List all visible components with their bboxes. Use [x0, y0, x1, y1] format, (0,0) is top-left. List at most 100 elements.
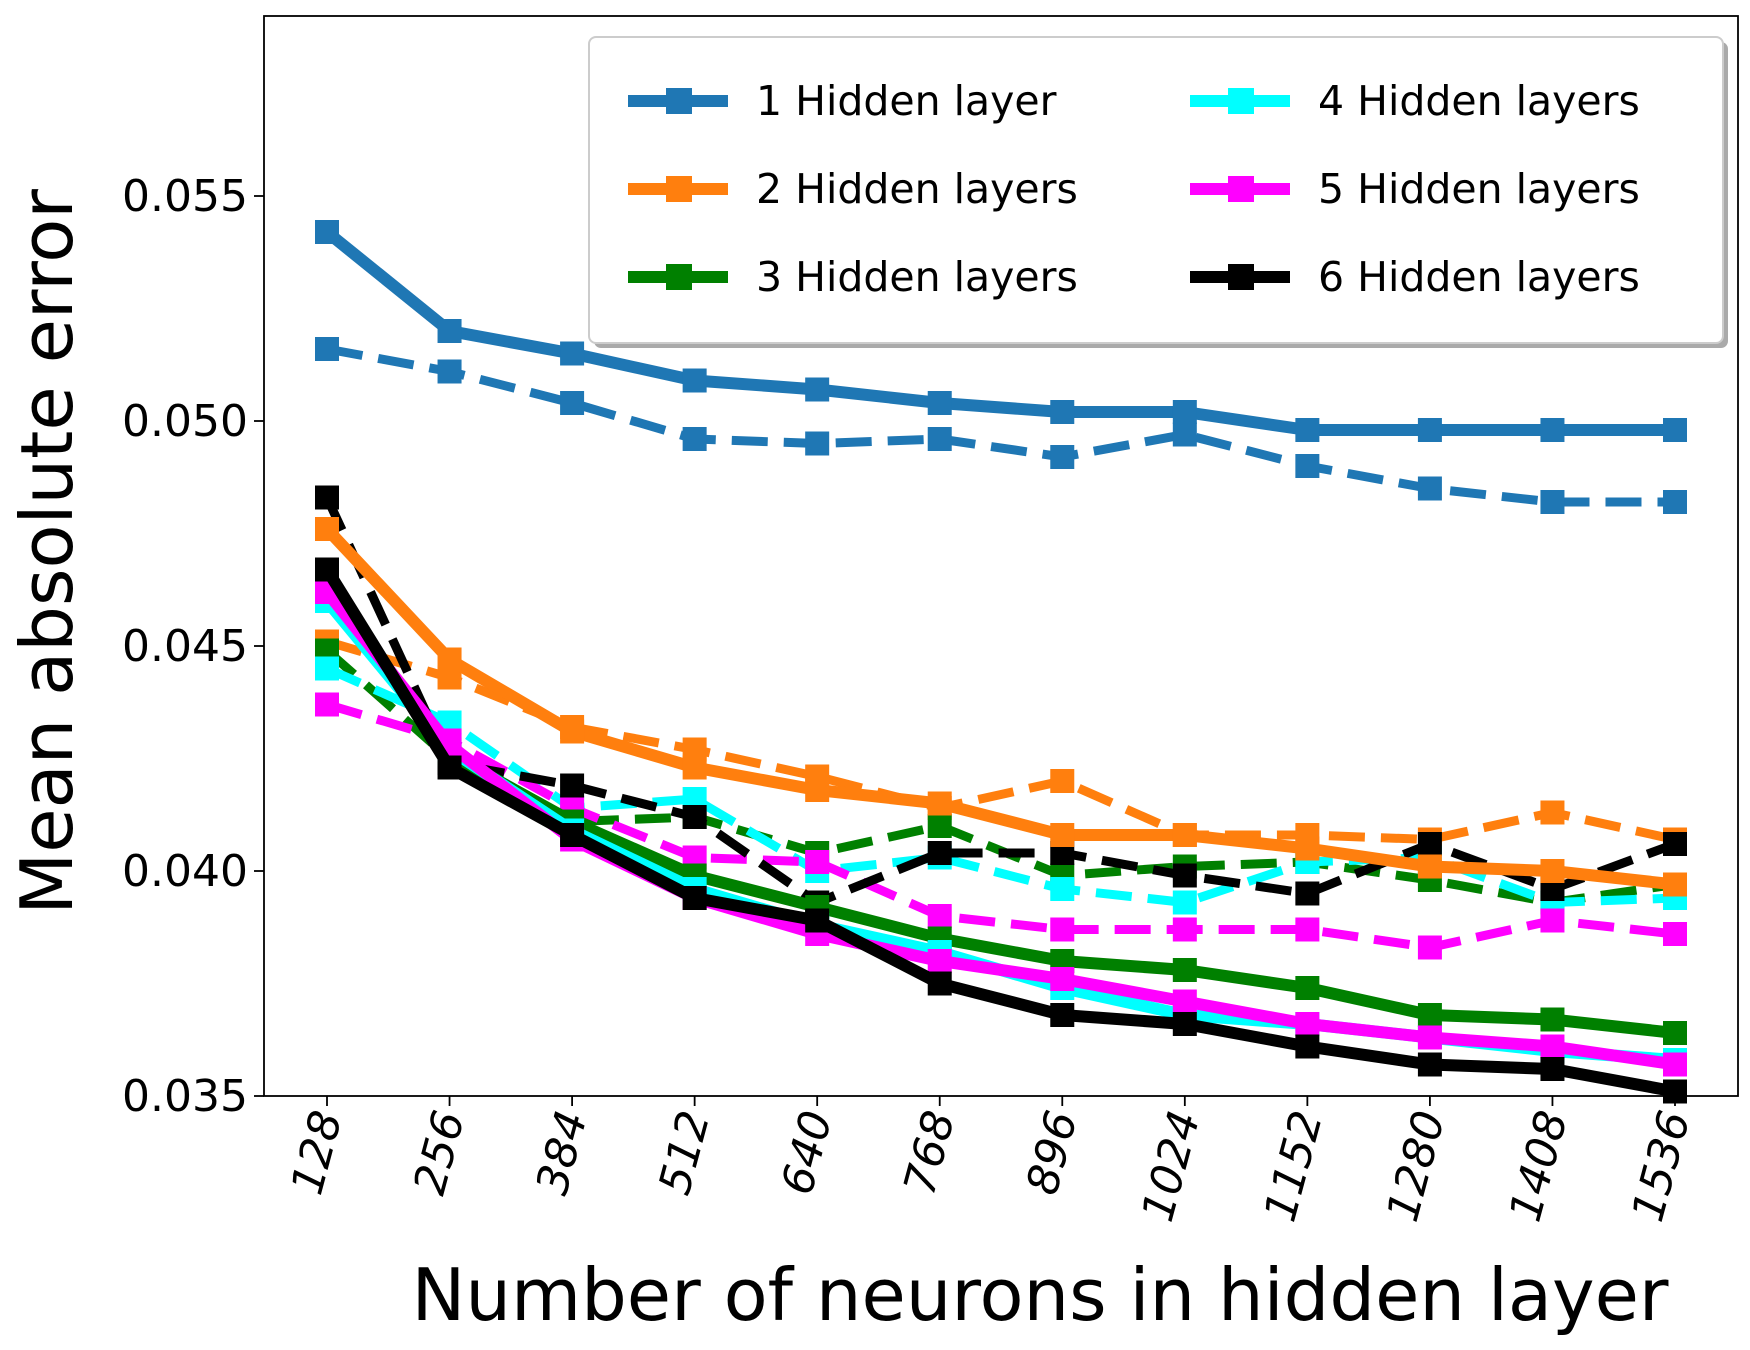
data-point	[1050, 967, 1075, 991]
data-point	[927, 791, 952, 816]
x-tick-label: 256	[404, 1106, 475, 1200]
data-point	[1172, 422, 1197, 447]
legend-item: 4 Hidden layers	[1190, 77, 1640, 125]
data-point	[1172, 890, 1197, 915]
legend-marker	[666, 88, 692, 114]
data-point	[1295, 881, 1320, 906]
data-point	[560, 719, 585, 744]
series-line	[325, 664, 1676, 907]
data-point	[1540, 859, 1565, 883]
data-point	[1172, 863, 1197, 888]
x-tick-label: 512	[649, 1106, 720, 1200]
series-line	[323, 227, 1675, 436]
data-point	[1663, 418, 1687, 442]
series-2-hidden-layers	[315, 517, 1687, 897]
data-point	[1295, 1012, 1320, 1036]
data-point	[1417, 832, 1442, 856]
x-tick-label: 1024	[1132, 1106, 1210, 1227]
x-axis: 128 256 384 512 640 768 896 1024 1152 1280 1408 153…	[282, 1096, 1701, 1227]
data-point	[805, 778, 830, 802]
y-axis: 0.035 0.040 0.045 0.050 0.055	[122, 171, 264, 1122]
data-point	[927, 971, 952, 996]
legend-label: 1 Hidden layer	[756, 77, 1057, 125]
data-point	[1295, 418, 1320, 442]
legend-label: 4 Hidden layers	[1318, 77, 1640, 125]
x-tick-label: 1152	[1255, 1106, 1333, 1227]
data-point	[560, 341, 585, 366]
data-point	[315, 485, 339, 510]
data-point	[682, 427, 707, 451]
data-point	[805, 377, 830, 402]
data-point	[1295, 454, 1320, 478]
data-point	[1663, 1052, 1687, 1077]
data-point	[682, 368, 707, 393]
data-point	[927, 427, 952, 451]
y-tick-label: 0.055	[122, 171, 248, 222]
data-point	[560, 773, 585, 798]
data-point	[682, 886, 707, 910]
x-tick-label: 1408	[1500, 1106, 1578, 1227]
data-point	[1172, 823, 1197, 847]
series-layer	[315, 220, 1687, 1104]
data-point	[805, 850, 830, 874]
data-point	[1050, 877, 1075, 901]
data-point	[682, 755, 707, 780]
data-point	[1295, 976, 1320, 1000]
legend: 1 Hidden layer 2 Hidden layers 3 Hidden la…	[588, 36, 1728, 348]
data-point	[1050, 400, 1075, 424]
series-line	[326, 344, 1675, 507]
series-line	[322, 597, 1676, 1066]
data-point	[1417, 476, 1442, 501]
data-point	[1417, 1025, 1442, 1050]
data-point	[1050, 823, 1075, 847]
data-point	[315, 656, 339, 681]
data-point	[1172, 1012, 1197, 1036]
data-point	[805, 908, 830, 933]
legend-label: 3 Hidden layers	[756, 253, 1078, 301]
data-point	[927, 814, 952, 838]
data-point	[1663, 1021, 1687, 1045]
legend-item: 2 Hidden layers	[628, 165, 1078, 213]
data-point	[1172, 917, 1197, 942]
data-point	[1172, 400, 1197, 424]
data-point	[437, 319, 462, 343]
data-point	[1295, 1034, 1320, 1059]
legend-marker	[1228, 264, 1254, 290]
data-point	[927, 949, 952, 973]
x-tick-label: 640	[772, 1106, 843, 1200]
data-point	[315, 557, 339, 582]
y-tick-label: 0.035	[122, 1071, 248, 1122]
legend-item: 1 Hidden layer	[628, 77, 1057, 125]
data-point	[805, 431, 830, 456]
legend-marker	[1228, 88, 1254, 114]
data-point	[1540, 490, 1565, 514]
data-point	[315, 517, 339, 541]
data-point	[1172, 958, 1197, 982]
data-point	[315, 337, 339, 361]
legend-box	[588, 36, 1724, 344]
legend-label: 2 Hidden layers	[756, 165, 1078, 213]
data-point	[437, 359, 462, 384]
data-point	[315, 692, 339, 717]
data-point	[560, 391, 585, 415]
legend-marker	[1228, 176, 1254, 202]
data-point	[1663, 872, 1687, 897]
x-tick-label: 1536	[1622, 1106, 1700, 1227]
legend-marker	[666, 176, 692, 202]
data-point	[1417, 935, 1442, 960]
data-point	[1295, 836, 1320, 861]
series-line	[322, 524, 1676, 891]
legend-marker	[666, 264, 692, 290]
data-point	[1417, 1052, 1442, 1077]
y-tick-label: 0.040	[122, 846, 248, 897]
series-5-hidden-layers-dashed	[315, 692, 1687, 960]
data-point	[927, 391, 952, 415]
data-point	[1663, 832, 1687, 856]
data-point	[560, 823, 585, 847]
data-point	[1540, 418, 1565, 442]
data-point	[1050, 1003, 1075, 1027]
plot-area-frame	[263, 15, 1739, 1097]
data-point	[1417, 854, 1442, 879]
legend-label: 5 Hidden layers	[1318, 165, 1640, 213]
data-point	[1540, 1007, 1565, 1032]
